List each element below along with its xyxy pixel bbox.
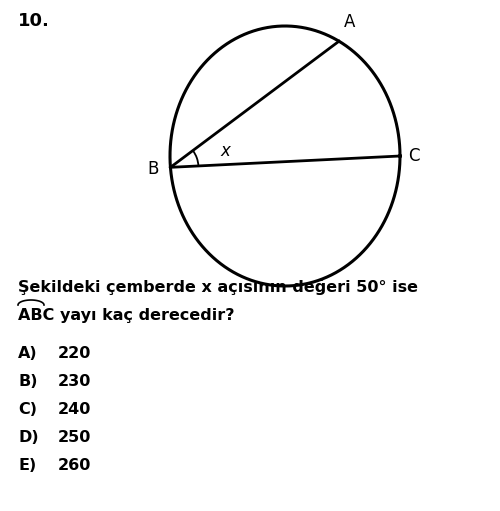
Text: 250: 250	[58, 430, 92, 445]
Text: 230: 230	[58, 374, 92, 389]
Text: C): C)	[18, 402, 37, 417]
Text: B: B	[147, 160, 158, 178]
Text: x: x	[220, 142, 230, 160]
Text: Şekildeki çemberde x açısının değeri 50° ise: Şekildeki çemberde x açısının değeri 50°…	[18, 280, 418, 295]
Text: 240: 240	[58, 402, 92, 417]
Text: D): D)	[18, 430, 38, 445]
Text: B): B)	[18, 374, 38, 389]
Text: A): A)	[18, 346, 38, 361]
Text: 260: 260	[58, 458, 92, 473]
Text: ABC yayı kaç derecedir?: ABC yayı kaç derecedir?	[18, 308, 234, 323]
Text: A: A	[344, 13, 356, 31]
Text: 10.: 10.	[18, 12, 50, 30]
Text: 220: 220	[58, 346, 92, 361]
Text: E): E)	[18, 458, 36, 473]
Text: C: C	[408, 147, 420, 165]
